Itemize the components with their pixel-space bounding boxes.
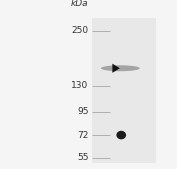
Ellipse shape — [101, 65, 140, 71]
Text: 130: 130 — [71, 81, 88, 90]
Ellipse shape — [116, 131, 126, 139]
Text: 55: 55 — [77, 153, 88, 162]
FancyBboxPatch shape — [92, 18, 156, 163]
Text: kDa: kDa — [71, 0, 88, 8]
Polygon shape — [112, 64, 120, 73]
Text: 250: 250 — [71, 26, 88, 35]
Text: 95: 95 — [77, 107, 88, 116]
Text: 72: 72 — [77, 131, 88, 140]
